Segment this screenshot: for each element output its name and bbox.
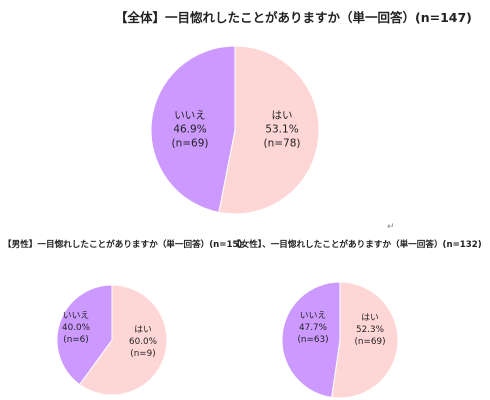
chart-0-slice-yes [218, 45, 320, 215]
chart-0-yes-pct: 53.1% [265, 123, 299, 136]
chart-2-no-n: (n=63) [297, 334, 329, 345]
chart-2-yes-name: はい [361, 313, 379, 324]
return-mark: ↵ [387, 222, 395, 232]
chart-2-no-label: いいえ 47.7% (n=63) [297, 311, 328, 347]
chart-1-slice-yes [78, 284, 168, 396]
chart-0-yes-name: はい [271, 109, 293, 122]
chart-1-slice-no [56, 284, 113, 386]
chart-0-no-label: いいえ 46.9% (n=69) [171, 109, 208, 152]
chart-2-slice-no [281, 281, 341, 398]
chart-1-title: 【男性】一目惚れしたことがありますか（単一回答）(n=15) [3, 240, 243, 250]
chart-1-yes-n: (n=9) [130, 348, 156, 359]
chart-0-title: 【全体】一目惚れしたことがありますか（単一回答）(n=147) [115, 10, 472, 25]
chart-2-no-name: いいえ [299, 311, 327, 322]
chart-2-yes-label: はい 52.3% (n=69) [354, 313, 385, 349]
chart-2-title: 【女性】、一目惚れしたことがありますか（単一回答）(n=132) [232, 240, 482, 250]
chart-0-no-name: いいえ [174, 109, 206, 122]
chart-0-slice-no [150, 45, 236, 213]
chart-0-yes-n: (n=78) [263, 138, 301, 151]
chart-0-yes-label: はい 53.1% (n=78) [263, 109, 300, 152]
chart-1-yes-label: はい 60.0% (n=9) [129, 325, 157, 361]
chart-0-no-n: (n=69) [171, 138, 209, 151]
chart-2-slice-yes [331, 281, 399, 399]
chart-2-no-pct: 47.7% [299, 323, 327, 334]
chart-1-no-name: いいえ [62, 311, 90, 322]
chart-1-no-label: いいえ 40.0% (n=6) [62, 311, 90, 347]
chart-2-yes-n: (n=69) [354, 336, 386, 347]
chart-2-yes-pct: 52.3% [356, 325, 384, 336]
chart-1-no-pct: 40.0% [62, 323, 90, 334]
chart-1-no-n: (n=6) [63, 334, 89, 345]
chart-1-yes-name: はい [134, 325, 152, 336]
chart-1-yes-pct: 60.0% [129, 337, 157, 348]
chart-0-no-pct: 46.9% [173, 123, 207, 136]
